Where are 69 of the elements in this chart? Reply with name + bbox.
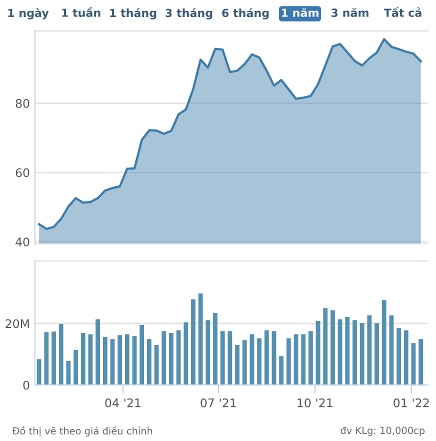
bar bbox=[286, 338, 291, 385]
category-label: Tất cả bbox=[384, 7, 422, 17]
bar bbox=[110, 339, 115, 385]
bar bbox=[154, 345, 159, 385]
bar bbox=[146, 339, 152, 385]
bar bbox=[242, 340, 247, 385]
bar bbox=[301, 334, 306, 385]
bar bbox=[418, 339, 424, 385]
bar bbox=[191, 299, 196, 385]
y-tick-label: 20M bbox=[6, 319, 29, 328]
bar bbox=[411, 343, 416, 385]
bar bbox=[264, 330, 269, 385]
bar bbox=[206, 320, 210, 385]
category-label: 1 năm bbox=[282, 8, 318, 17]
y-tick-label: 40 bbox=[16, 238, 30, 246]
bar bbox=[96, 319, 100, 385]
bar bbox=[228, 331, 232, 385]
bar bbox=[213, 313, 218, 385]
bar bbox=[308, 331, 313, 385]
bar bbox=[80, 333, 86, 385]
bar bbox=[220, 331, 225, 385]
bar bbox=[330, 310, 335, 385]
bar bbox=[124, 334, 130, 385]
bar bbox=[36, 359, 42, 385]
bar bbox=[374, 323, 379, 385]
bar bbox=[140, 325, 144, 385]
bar bbox=[102, 337, 108, 385]
bar bbox=[396, 328, 401, 385]
bar bbox=[132, 336, 137, 385]
bar bbox=[169, 333, 174, 385]
bar bbox=[58, 324, 64, 385]
bar bbox=[184, 322, 188, 385]
bar bbox=[316, 321, 320, 385]
bar bbox=[118, 335, 122, 385]
bar bbox=[345, 317, 350, 385]
bar bbox=[44, 332, 49, 385]
bar bbox=[235, 345, 240, 385]
y-tick-label: 60 bbox=[16, 168, 30, 178]
x-tick-label: 07 '21 bbox=[200, 398, 236, 408]
y-tick-label: 80 bbox=[16, 98, 30, 108]
bar bbox=[323, 308, 328, 385]
bar bbox=[162, 331, 166, 385]
category-label: 3 tháng bbox=[166, 8, 212, 20]
bar bbox=[360, 323, 364, 385]
x-tick-label: 10 '21 bbox=[298, 398, 332, 408]
bar bbox=[198, 293, 203, 385]
bar bbox=[404, 330, 408, 385]
text: đv KLg: 10,000cp bbox=[340, 426, 425, 436]
bar bbox=[52, 331, 56, 385]
category-label: 1 tuần bbox=[62, 7, 100, 17]
bar bbox=[389, 315, 394, 385]
bar bbox=[382, 300, 386, 385]
text: Đồ thị vẽ theo giá điều chỉnh bbox=[12, 426, 152, 436]
y-tick-label: 0 bbox=[23, 380, 30, 390]
bar bbox=[176, 330, 181, 385]
bar bbox=[367, 315, 372, 385]
bar bbox=[338, 319, 342, 385]
category-label: 1 tháng bbox=[110, 8, 156, 20]
category-label: 1 ngày bbox=[8, 8, 49, 20]
bar bbox=[66, 361, 71, 385]
x-tick-label: 01 '22 bbox=[394, 398, 429, 408]
category-label: 3 năm bbox=[331, 8, 368, 17]
bar bbox=[272, 331, 276, 385]
bar bbox=[74, 350, 78, 385]
category-label: 6 tháng bbox=[222, 8, 269, 20]
x-tick-label: 04 '21 bbox=[105, 398, 140, 408]
bar bbox=[352, 320, 357, 385]
bar bbox=[279, 356, 284, 385]
bar bbox=[257, 338, 262, 385]
